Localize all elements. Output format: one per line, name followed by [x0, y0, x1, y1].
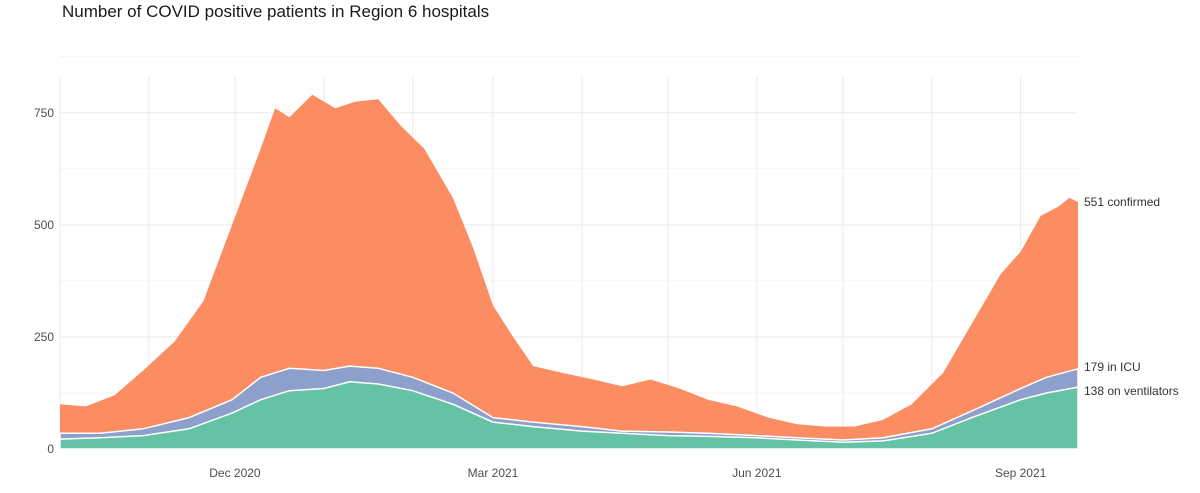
x-axis-ticks: Dec 2020 Mar 2021 Jun 2021 Sep 2021: [209, 466, 1046, 480]
y-tick-label: 0: [47, 442, 54, 456]
x-tick-label: Mar 2021: [468, 466, 519, 480]
y-tick-label: 500: [34, 218, 54, 232]
chart-title: Number of COVID positive patients in Reg…: [62, 2, 490, 21]
y-tick-label: 750: [34, 106, 54, 120]
area-series-2: [59, 381, 1079, 450]
y-tick-label: 250: [34, 330, 54, 344]
end-labels: 551 confirmed 179 in ICU 138 on ventilator…: [1084, 195, 1179, 398]
area-series-0: [60, 94, 1078, 450]
area-series: [59, 94, 1079, 450]
series-end-label: 138 on ventilators: [1084, 384, 1179, 398]
x-tick-label: Sep 2021: [995, 466, 1047, 480]
y-axis-ticks: 0 250 500 750: [34, 106, 54, 456]
x-tick-label: Dec 2020: [209, 466, 261, 480]
x-tick-label: Jun 2021: [732, 466, 782, 480]
series-end-label: 551 confirmed: [1084, 195, 1160, 209]
series-end-label: 179 in ICU: [1084, 360, 1141, 374]
